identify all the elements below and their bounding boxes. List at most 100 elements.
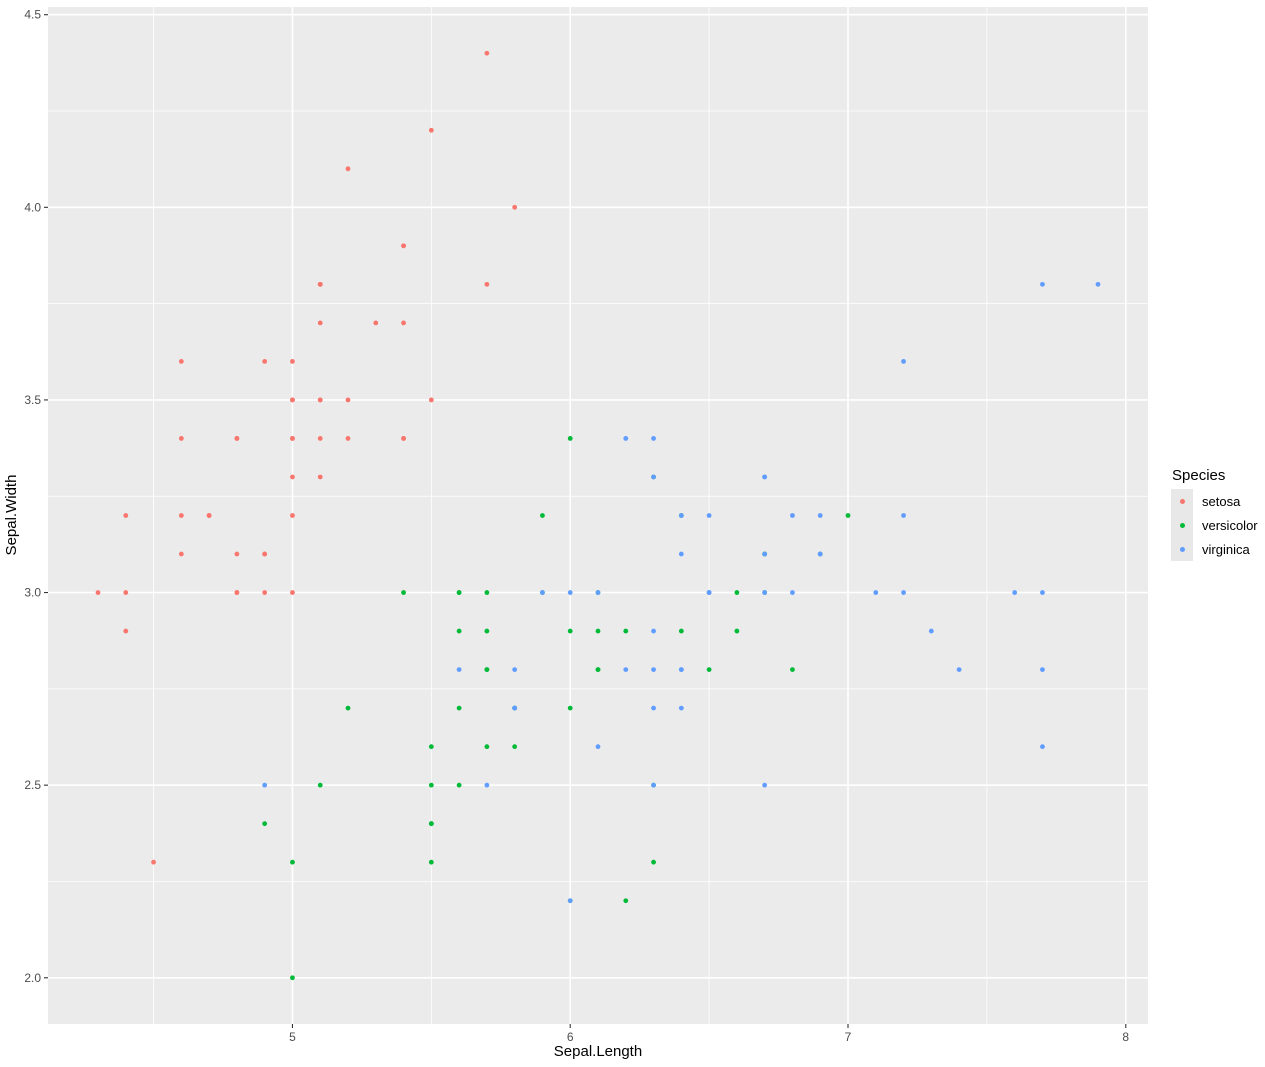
data-point-virginica <box>678 513 684 518</box>
data-point-virginica <box>512 705 518 711</box>
data-point-setosa <box>178 513 184 518</box>
data-point-virginica <box>623 436 629 441</box>
data-point-virginica <box>678 705 684 711</box>
legend-key <box>1171 513 1193 537</box>
data-point-virginica <box>262 782 268 788</box>
data-point-setosa <box>512 204 518 210</box>
data-point-setosa <box>234 436 240 441</box>
legend-point-icon <box>1179 522 1185 528</box>
data-point-versicolor <box>456 705 462 711</box>
data-point-versicolor <box>345 705 351 711</box>
data-point-virginica <box>901 513 906 518</box>
x-tick-label: 8 <box>1122 1030 1129 1044</box>
legend-item-versicolor: versicolor <box>1171 513 1258 537</box>
data-point-setosa <box>290 513 295 518</box>
data-point-versicolor <box>484 590 490 595</box>
data-point-versicolor <box>428 744 434 750</box>
data-point-setosa <box>262 590 268 595</box>
data-point-versicolor <box>567 705 573 711</box>
data-point-versicolor <box>567 436 573 441</box>
x-tick-label: 7 <box>845 1030 852 1044</box>
data-point-virginica <box>595 744 601 750</box>
data-point-versicolor <box>456 628 462 634</box>
data-point-versicolor <box>567 628 573 634</box>
data-point-virginica <box>762 590 768 595</box>
data-point-versicolor <box>790 667 795 672</box>
data-point-virginica <box>595 590 601 595</box>
data-point-versicolor <box>484 667 490 672</box>
data-point-versicolor <box>484 744 490 750</box>
data-point-setosa <box>317 281 323 287</box>
data-point-virginica <box>651 436 656 441</box>
plot-panel <box>48 7 1148 1024</box>
data-point-versicolor <box>456 590 462 595</box>
x-tick-label: 5 <box>289 1030 296 1044</box>
data-point-setosa <box>234 590 240 595</box>
legend-title: Species <box>1172 467 1226 484</box>
legend-item-virginica: virginica <box>1171 537 1258 561</box>
data-point-virginica <box>678 667 684 672</box>
data-point-virginica <box>928 628 934 634</box>
data-point-setosa <box>178 359 184 364</box>
data-point-virginica <box>817 551 823 557</box>
data-point-virginica <box>540 590 545 595</box>
data-point-virginica <box>762 551 768 557</box>
y-tick-label: 4.5 <box>24 8 41 22</box>
data-point-versicolor <box>401 590 406 595</box>
data-point-virginica <box>651 628 656 634</box>
data-point-setosa <box>317 474 323 480</box>
data-point-virginica <box>1012 590 1018 595</box>
data-point-virginica <box>512 667 518 672</box>
data-point-setosa <box>262 359 268 364</box>
data-point-versicolor <box>290 859 295 865</box>
data-point-virginica <box>678 551 684 557</box>
data-point-virginica <box>762 474 768 480</box>
data-point-versicolor <box>484 628 490 634</box>
data-point-virginica <box>1040 744 1045 750</box>
legend-point-icon <box>1179 498 1185 504</box>
x-tick-label: 6 <box>567 1030 574 1044</box>
data-point-virginica <box>901 359 906 364</box>
data-point-virginica <box>1040 667 1045 672</box>
data-point-virginica <box>651 782 656 788</box>
data-point-versicolor <box>317 782 323 788</box>
data-point-virginica <box>1095 281 1101 287</box>
data-point-virginica <box>706 590 712 595</box>
data-point-setosa <box>428 127 434 133</box>
data-point-setosa <box>345 166 351 172</box>
data-point-setosa <box>401 436 406 441</box>
data-point-versicolor <box>734 590 740 595</box>
data-point-setosa <box>206 513 212 518</box>
data-point-setosa <box>428 397 434 403</box>
y-tick-label: 4.0 <box>24 200 41 214</box>
data-point-virginica <box>817 513 823 518</box>
data-point-virginica <box>762 782 768 788</box>
data-point-virginica <box>706 513 712 518</box>
data-point-setosa <box>95 590 101 595</box>
data-point-setosa <box>484 281 490 287</box>
legend-item-setosa: setosa <box>1171 489 1258 513</box>
data-point-virginica <box>651 667 656 672</box>
data-point-virginica <box>1040 590 1045 595</box>
data-point-setosa <box>317 320 323 326</box>
legend: Species setosa versicolor virginica <box>1171 467 1258 561</box>
data-point-setosa <box>317 436 323 441</box>
data-point-setosa <box>123 513 129 518</box>
data-point-setosa <box>178 436 184 441</box>
x-axis-title: Sepal.Length <box>553 1043 643 1060</box>
data-point-virginica <box>567 590 573 595</box>
data-point-versicolor <box>428 782 434 788</box>
data-point-versicolor <box>540 513 545 518</box>
data-point-setosa <box>234 551 240 557</box>
legend-key <box>1171 537 1193 561</box>
data-point-versicolor <box>651 859 656 865</box>
data-point-virginica <box>651 474 656 480</box>
data-point-setosa <box>484 50 490 56</box>
data-point-setosa <box>178 551 184 557</box>
data-point-versicolor <box>262 821 268 827</box>
data-point-setosa <box>123 590 129 595</box>
legend-item-label: virginica <box>1202 541 1250 557</box>
data-point-setosa <box>151 859 156 865</box>
